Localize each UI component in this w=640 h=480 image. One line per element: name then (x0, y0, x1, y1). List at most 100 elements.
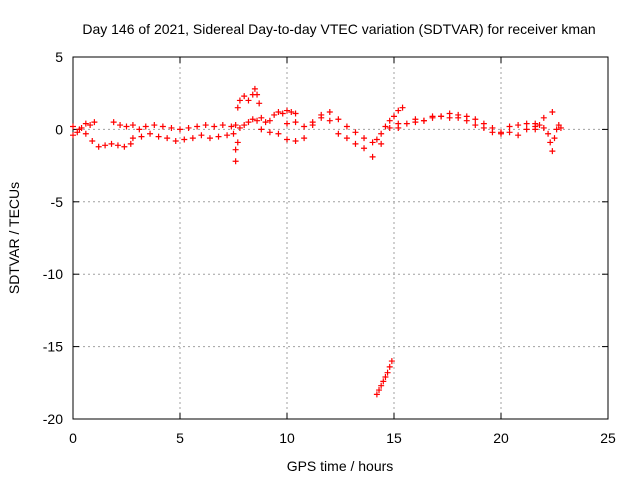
data-point (189, 135, 196, 142)
data-point (547, 139, 554, 146)
data-point (127, 140, 134, 147)
data-point (258, 114, 265, 121)
data-point (395, 124, 402, 131)
data-point (438, 113, 445, 120)
data-point (194, 123, 201, 130)
data-point (386, 363, 393, 370)
data-point (551, 135, 558, 142)
y-tick-label: 0 (55, 121, 63, 137)
plot-frame (72, 56, 609, 420)
data-point (241, 122, 248, 129)
data-point (275, 130, 282, 137)
series-track-d (129, 130, 237, 144)
data-point (292, 137, 299, 144)
series-track-k (412, 109, 556, 139)
data-point (168, 124, 175, 131)
y-tick-label: -20 (43, 411, 63, 427)
data-point (361, 145, 368, 152)
data-point (245, 119, 252, 126)
data-point (326, 109, 333, 116)
series-track-g (258, 114, 402, 160)
data-point (117, 122, 124, 129)
data-point (262, 119, 269, 126)
y-tick-label: -5 (51, 194, 64, 210)
data-point (215, 133, 222, 140)
data-point (236, 124, 243, 131)
data-point (472, 122, 479, 129)
data-point (249, 116, 256, 123)
data-point (309, 119, 316, 126)
data-point (523, 120, 530, 127)
x-tick-label: 10 (279, 430, 295, 446)
data-point (455, 111, 462, 118)
data-point (266, 129, 273, 136)
data-point (254, 117, 261, 124)
data-point (382, 374, 389, 381)
data-point (177, 126, 183, 133)
data-point (376, 387, 383, 394)
data-point (206, 135, 213, 142)
data-point (480, 120, 487, 127)
data-point (373, 391, 380, 398)
data-point (284, 136, 290, 143)
data-point (352, 129, 359, 136)
data-point (254, 91, 261, 98)
y-tick-label: 5 (55, 49, 63, 65)
data-point (515, 132, 522, 139)
data-point (361, 135, 368, 142)
data-point (498, 130, 504, 137)
y-axis-label: SDTVAR / TECUs (6, 182, 22, 294)
data-point (279, 110, 286, 117)
data-point (232, 122, 239, 129)
series-track-j (395, 113, 539, 136)
data-point (102, 142, 109, 149)
data-point (129, 122, 136, 129)
data-point (429, 113, 436, 120)
data-point (245, 97, 252, 104)
data-point (89, 137, 96, 144)
data-point (224, 132, 231, 139)
data-point (142, 123, 149, 130)
data-point (506, 129, 513, 136)
data-point (95, 143, 102, 150)
data-point (275, 109, 282, 116)
data-point (87, 122, 94, 129)
data-point (292, 110, 299, 117)
y-tick-label: -15 (43, 339, 63, 355)
data-point (284, 120, 290, 127)
x-tick-label: 0 (69, 430, 77, 446)
data-point (241, 93, 248, 100)
x-tick-label: 5 (176, 430, 184, 446)
data-point (234, 104, 241, 111)
data-point (78, 124, 85, 131)
series-track-b (70, 119, 98, 139)
data-point (211, 123, 218, 130)
data-point (266, 117, 273, 124)
x-tick-label: 25 (600, 430, 616, 446)
data-point (234, 139, 241, 146)
data-point (382, 123, 389, 130)
data-point (378, 130, 385, 137)
data-point (403, 120, 410, 127)
data-point (70, 123, 76, 130)
data-point (515, 122, 522, 129)
series-track-c (110, 119, 235, 133)
data-point (271, 111, 278, 118)
x-axis-label: GPS time / hours (287, 458, 394, 474)
data-point (147, 130, 154, 137)
data-point (138, 133, 145, 140)
data-point (82, 130, 89, 137)
data-point (164, 135, 171, 142)
data-point (489, 124, 496, 131)
data-point (82, 120, 89, 127)
x-tick-label: 20 (493, 430, 509, 446)
data-point (301, 123, 308, 130)
data-point (159, 123, 166, 130)
data-point (232, 158, 239, 165)
data-point (553, 126, 560, 133)
series-track-f (232, 116, 261, 165)
data-point (70, 132, 76, 139)
data-point (136, 126, 143, 133)
data-point (549, 109, 556, 116)
data-point (155, 133, 162, 140)
